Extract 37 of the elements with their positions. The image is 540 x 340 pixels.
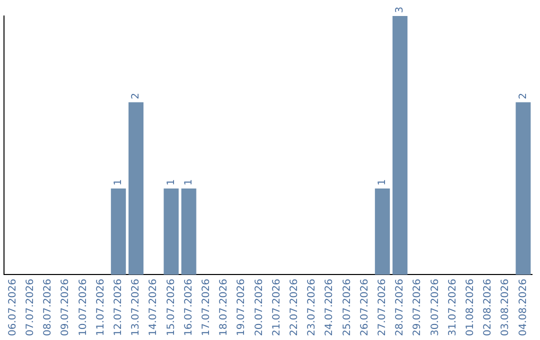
x-tick-label: 03.08.2026 — [500, 278, 512, 336]
x-tick-label: 09.07.2026 — [60, 278, 72, 336]
x-tick-label: 12.07.2026 — [112, 278, 124, 336]
x-tick-label: 11.07.2026 — [95, 278, 106, 336]
x-tick-label: 01.08.2026 — [464, 278, 476, 336]
x-tick-label: 28.07.2026 — [394, 278, 406, 336]
x-tick-label: 31.07.2026 — [447, 278, 458, 336]
x-tick-label: 06.07.2026 — [7, 278, 18, 336]
x-tick-label: 10.07.2026 — [78, 278, 89, 336]
x-tick-label: 13.07.2026 — [130, 278, 142, 336]
x-tick-label: 07.07.2026 — [24, 278, 36, 336]
x-tick-label: 16.07.2026 — [183, 278, 194, 336]
x-tick-label: 21.07.2026 — [271, 278, 282, 336]
x-tick-label: 19.07.2026 — [236, 278, 248, 336]
x-tick-label: 22.07.2026 — [288, 278, 300, 336]
x-tick-label: 02.08.2026 — [482, 278, 494, 336]
data-label: 3 — [394, 6, 406, 13]
x-tick-label: 15.07.2026 — [166, 278, 177, 336]
data-label: 1 — [376, 179, 388, 186]
x-tick-label: 26.07.2026 — [359, 278, 370, 336]
x-tick-label: 08.07.2026 — [42, 278, 54, 336]
x-tick-label: 27.07.2026 — [376, 278, 388, 336]
data-label: 2 — [130, 92, 142, 100]
x-tick-label: 17.07.2026 — [200, 278, 212, 336]
data-label: 1 — [112, 179, 124, 186]
data-label: 2 — [518, 92, 529, 100]
x-tick-label: 20.07.2026 — [254, 278, 265, 336]
x-tick-label: 18.07.2026 — [218, 278, 230, 336]
x-tick-label: 30.07.2026 — [430, 278, 441, 336]
x-tick-label: 23.07.2026 — [306, 278, 318, 336]
data-label: 1 — [183, 179, 194, 186]
data-label: 1 — [166, 179, 177, 186]
x-tick-label: 24.07.2026 — [324, 278, 336, 336]
x-tick-label: 14.07.2026 — [148, 278, 160, 336]
x-tick-label: 29.07.2026 — [412, 278, 424, 336]
x-tick-label: 04.08.2026 — [518, 278, 529, 336]
x-tick-label: 25.07.2026 — [342, 278, 353, 336]
